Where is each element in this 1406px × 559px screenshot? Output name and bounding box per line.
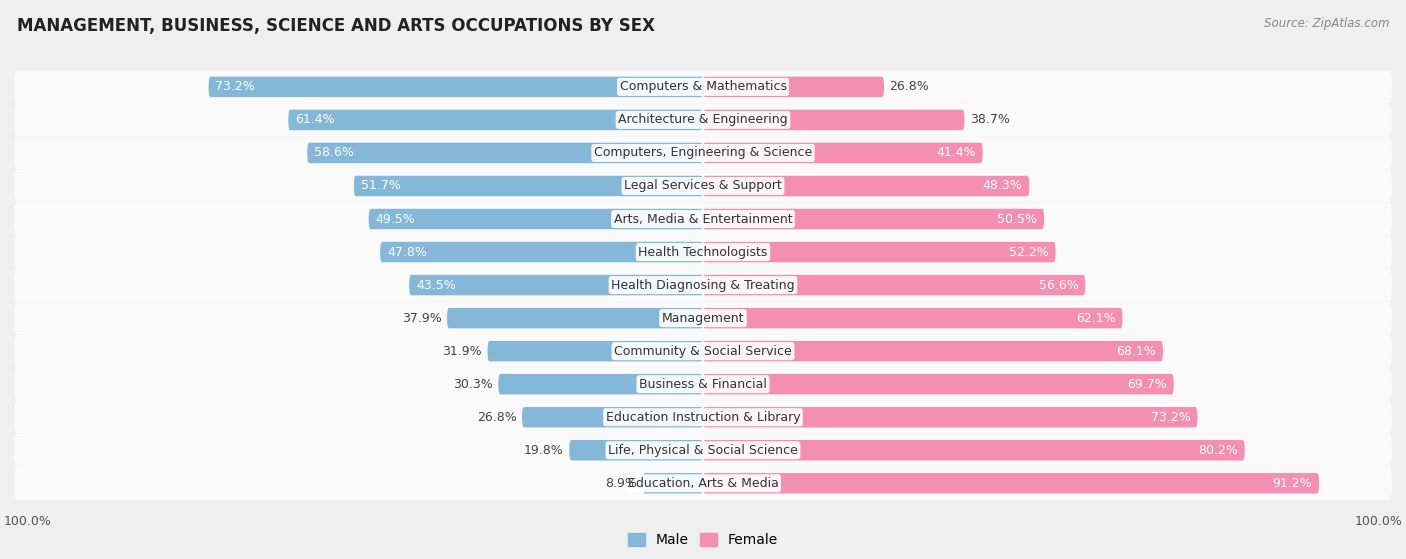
Text: 41.4%: 41.4%	[936, 146, 976, 159]
Text: MANAGEMENT, BUSINESS, SCIENCE AND ARTS OCCUPATIONS BY SEX: MANAGEMENT, BUSINESS, SCIENCE AND ARTS O…	[17, 17, 655, 35]
FancyBboxPatch shape	[14, 467, 1392, 500]
Text: Education Instruction & Library: Education Instruction & Library	[606, 411, 800, 424]
Text: 30.3%: 30.3%	[453, 378, 494, 391]
Text: 51.7%: 51.7%	[360, 179, 401, 192]
FancyBboxPatch shape	[380, 242, 703, 262]
Text: 38.7%: 38.7%	[970, 113, 1010, 126]
Text: Health Diagnosing & Treating: Health Diagnosing & Treating	[612, 278, 794, 292]
Text: 37.9%: 37.9%	[402, 311, 441, 325]
FancyBboxPatch shape	[14, 368, 1392, 401]
FancyBboxPatch shape	[488, 341, 703, 362]
FancyBboxPatch shape	[409, 275, 703, 295]
FancyBboxPatch shape	[703, 209, 1045, 229]
Legend: Male, Female: Male, Female	[623, 528, 783, 553]
Text: Business & Financial: Business & Financial	[640, 378, 766, 391]
Text: Education, Arts & Media: Education, Arts & Media	[627, 477, 779, 490]
Text: 58.6%: 58.6%	[314, 146, 354, 159]
Text: Architecture & Engineering: Architecture & Engineering	[619, 113, 787, 126]
Text: 61.4%: 61.4%	[295, 113, 335, 126]
Text: 62.1%: 62.1%	[1076, 311, 1116, 325]
Text: Source: ZipAtlas.com: Source: ZipAtlas.com	[1264, 17, 1389, 30]
FancyBboxPatch shape	[14, 268, 1392, 302]
Text: 8.9%: 8.9%	[606, 477, 637, 490]
Text: 26.8%: 26.8%	[890, 80, 929, 93]
Text: 47.8%: 47.8%	[387, 245, 427, 259]
FancyBboxPatch shape	[703, 308, 1122, 328]
Text: 91.2%: 91.2%	[1272, 477, 1312, 490]
Text: 19.8%: 19.8%	[524, 444, 564, 457]
Text: Legal Services & Support: Legal Services & Support	[624, 179, 782, 192]
FancyBboxPatch shape	[14, 136, 1392, 169]
Text: 73.2%: 73.2%	[215, 80, 254, 93]
FancyBboxPatch shape	[307, 143, 703, 163]
Text: Arts, Media & Entertainment: Arts, Media & Entertainment	[613, 212, 793, 225]
Text: Computers, Engineering & Science: Computers, Engineering & Science	[593, 146, 813, 159]
FancyBboxPatch shape	[14, 335, 1392, 368]
FancyBboxPatch shape	[703, 473, 1319, 494]
FancyBboxPatch shape	[703, 77, 884, 97]
FancyBboxPatch shape	[14, 302, 1392, 335]
FancyBboxPatch shape	[354, 176, 703, 196]
FancyBboxPatch shape	[14, 70, 1392, 103]
FancyBboxPatch shape	[368, 209, 703, 229]
FancyBboxPatch shape	[14, 434, 1392, 467]
FancyBboxPatch shape	[14, 202, 1392, 235]
Text: 43.5%: 43.5%	[416, 278, 456, 292]
Text: 48.3%: 48.3%	[983, 179, 1022, 192]
FancyBboxPatch shape	[703, 176, 1029, 196]
FancyBboxPatch shape	[14, 235, 1392, 268]
FancyBboxPatch shape	[522, 407, 703, 428]
Text: 52.2%: 52.2%	[1010, 245, 1049, 259]
Text: Life, Physical & Social Science: Life, Physical & Social Science	[609, 444, 797, 457]
FancyBboxPatch shape	[703, 407, 1198, 428]
FancyBboxPatch shape	[498, 374, 703, 395]
FancyBboxPatch shape	[703, 275, 1085, 295]
Text: Community & Social Service: Community & Social Service	[614, 345, 792, 358]
FancyBboxPatch shape	[703, 143, 983, 163]
FancyBboxPatch shape	[703, 374, 1174, 395]
Text: 80.2%: 80.2%	[1198, 444, 1237, 457]
Text: 68.1%: 68.1%	[1116, 345, 1156, 358]
FancyBboxPatch shape	[703, 242, 1056, 262]
FancyBboxPatch shape	[14, 169, 1392, 202]
FancyBboxPatch shape	[703, 110, 965, 130]
Text: 56.6%: 56.6%	[1039, 278, 1078, 292]
FancyBboxPatch shape	[14, 103, 1392, 136]
FancyBboxPatch shape	[643, 473, 703, 494]
FancyBboxPatch shape	[447, 308, 703, 328]
FancyBboxPatch shape	[208, 77, 703, 97]
Text: 31.9%: 31.9%	[443, 345, 482, 358]
Text: 49.5%: 49.5%	[375, 212, 415, 225]
FancyBboxPatch shape	[703, 440, 1244, 461]
Text: 26.8%: 26.8%	[477, 411, 516, 424]
FancyBboxPatch shape	[14, 401, 1392, 434]
FancyBboxPatch shape	[703, 341, 1163, 362]
Text: 50.5%: 50.5%	[997, 212, 1038, 225]
Text: Computers & Mathematics: Computers & Mathematics	[620, 80, 786, 93]
Text: Management: Management	[662, 311, 744, 325]
Text: 73.2%: 73.2%	[1152, 411, 1191, 424]
FancyBboxPatch shape	[569, 440, 703, 461]
FancyBboxPatch shape	[288, 110, 703, 130]
Text: Health Technologists: Health Technologists	[638, 245, 768, 259]
Text: 69.7%: 69.7%	[1128, 378, 1167, 391]
